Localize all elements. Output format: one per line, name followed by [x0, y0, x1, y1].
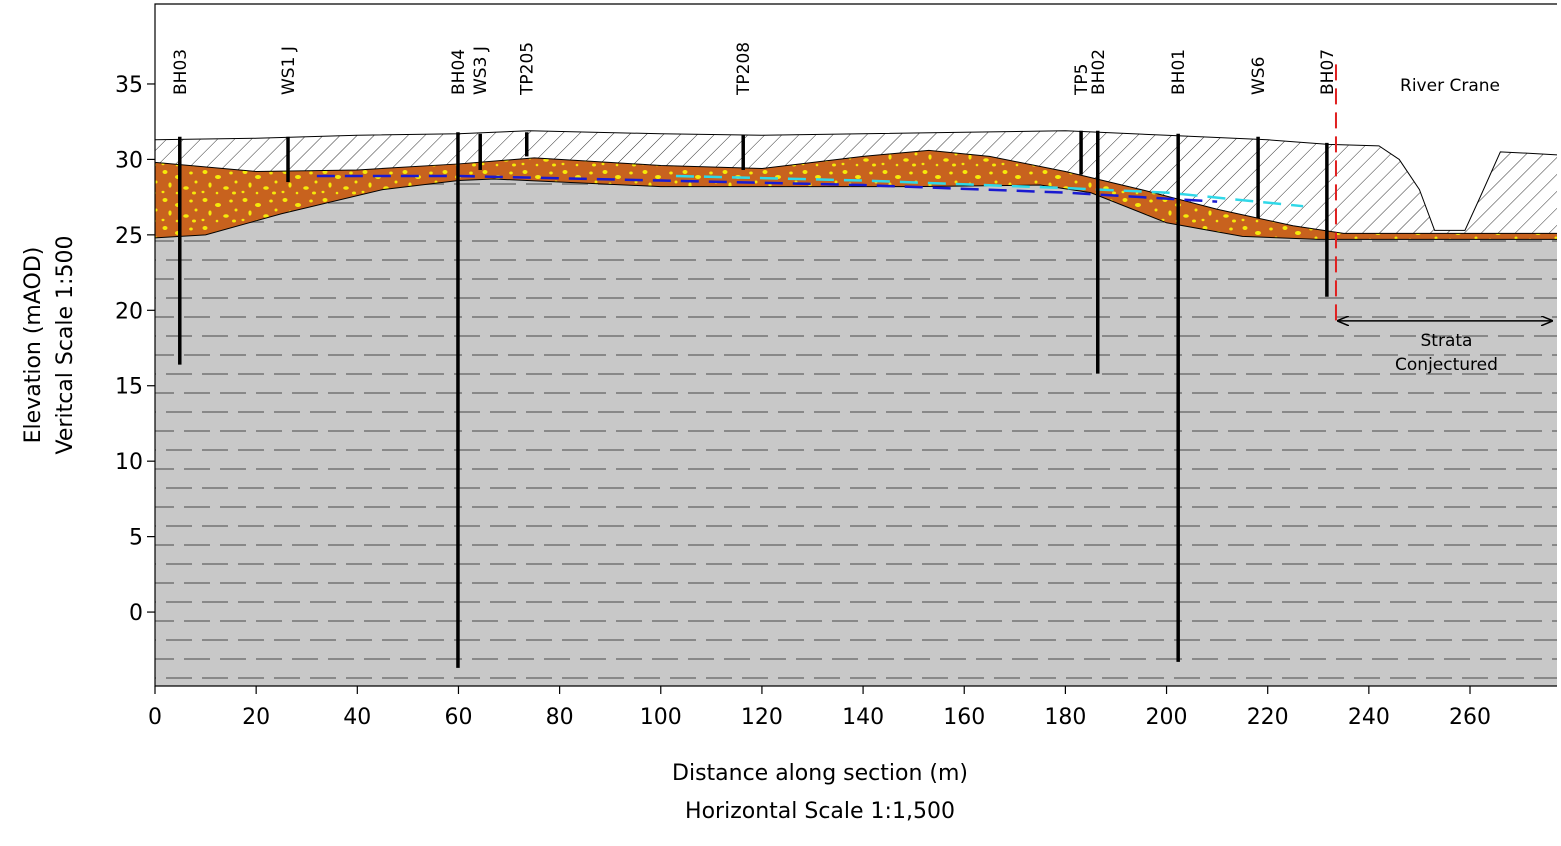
- y-tick-label: 20: [115, 299, 143, 324]
- x-tick-label: 240: [1348, 705, 1390, 730]
- stratum-boundary: [155, 178, 1557, 240]
- borehole-label: BH01: [1169, 49, 1189, 95]
- y-tick-label: 15: [115, 375, 143, 400]
- x-tick-label: 20: [242, 705, 270, 730]
- x-axis-subtitle: Horizontal Scale 1:1,500: [685, 799, 955, 824]
- stratum-fill: [155, 179, 1557, 686]
- y-tick-label: 35: [115, 73, 143, 98]
- x-tick-label: 40: [343, 705, 371, 730]
- borehole-label: BH07: [1318, 49, 1338, 95]
- conjectured-label: Conjectured: [1395, 355, 1498, 375]
- x-tick-label: 0: [148, 705, 162, 730]
- x-tick-label: 140: [842, 705, 884, 730]
- x-tick-label: 260: [1449, 705, 1491, 730]
- borehole-label: BH04: [449, 49, 469, 95]
- borehole-label: TP205: [518, 42, 538, 96]
- x-tick-label: 200: [1146, 705, 1188, 730]
- x-tick-label: 180: [1044, 705, 1086, 730]
- x-tick-label: 60: [444, 705, 472, 730]
- x-tick-label: 220: [1247, 705, 1289, 730]
- borehole-label: WS1 J: [279, 46, 299, 95]
- y-tick-label: 0: [129, 601, 143, 626]
- y-tick-label: 30: [115, 148, 143, 173]
- water-level: [675, 174, 1304, 208]
- borehole-label: BH02: [1089, 49, 1109, 95]
- borehole-label: WS6: [1249, 57, 1269, 95]
- borehole-label: TP208: [734, 42, 754, 96]
- stratum-boundary: [155, 149, 1557, 234]
- river-label: River Crane: [1400, 76, 1500, 96]
- y-tick-label: 25: [115, 224, 143, 249]
- x-tick-label: 80: [546, 705, 574, 730]
- stratum-boundary: [155, 130, 1557, 231]
- plot-area: [155, 130, 1557, 686]
- conjectured-label: Strata: [1421, 331, 1473, 351]
- y-axis-subtitle: Veritcal Scale 1:500: [53, 236, 78, 455]
- y-axis-title: Elevation (mAOD): [21, 247, 46, 444]
- y-tick-label: 5: [129, 526, 143, 551]
- x-tick-label: 100: [640, 705, 682, 730]
- axis-frame: [154, 3, 1557, 687]
- y-tick-label: 10: [115, 450, 143, 475]
- borehole-label: BH03: [171, 49, 191, 95]
- x-axis-title: Distance along section (m): [672, 761, 968, 786]
- borehole-label: WS3 J: [471, 46, 491, 95]
- x-tick-label: 120: [741, 705, 783, 730]
- x-tick-label: 160: [943, 705, 985, 730]
- borehole-label: TP5: [1072, 64, 1092, 96]
